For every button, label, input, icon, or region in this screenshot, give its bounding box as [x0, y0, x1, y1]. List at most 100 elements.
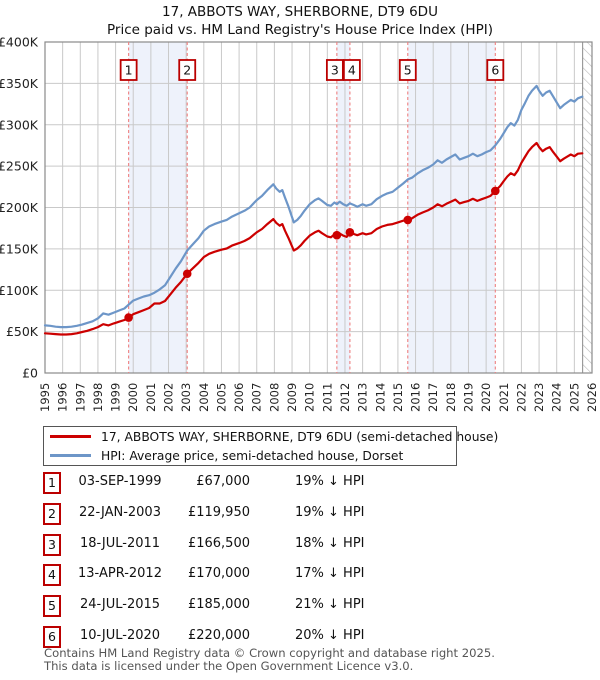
x-axis-tick-label: 1998: [91, 383, 105, 412]
sale-marker-number: 1: [125, 63, 133, 78]
sale-price: £67,000: [196, 474, 250, 489]
legend-item-price-paid: 17, ABBOTS WAY, SHERBORNE, DT9 6DU (semi…: [44, 427, 498, 446]
plot-border: [44, 41, 593, 374]
sale-point-dot: [403, 215, 413, 225]
x-axis-tick-label: 2014: [373, 383, 387, 412]
sale-marker-number: 5: [404, 63, 412, 78]
sale-point-dot: [345, 228, 355, 237]
sale-marker-number: 4: [348, 63, 356, 78]
x-axis-tick-label: 2001: [144, 383, 158, 412]
sale-marker-box: [342, 59, 361, 81]
table-row: 4 13-APR-2012 £170,000 17% ↓ HPI: [0, 564, 600, 587]
y-axis-tick-label: £400K: [0, 35, 39, 50]
x-axis-tick-label: 2007: [250, 383, 264, 412]
y-axis-tick-label: £100K: [0, 283, 39, 298]
sale-point-dot: [332, 230, 342, 240]
sale-marker-box: [486, 59, 505, 81]
x-axis-tick-label: 2023: [532, 383, 546, 412]
y-axis-tick-label: £250K: [0, 159, 39, 174]
price-line-sample: [50, 435, 91, 438]
sale-price: £220,000: [187, 628, 250, 643]
sale-marker-box: [398, 59, 417, 81]
sale-point-dot: [182, 269, 192, 279]
x-axis-tick-label: 1996: [56, 383, 70, 412]
price-paid-line: [43, 141, 584, 336]
footer-copyright: Contains HM Land Registry data © Crown c…: [44, 646, 495, 660]
x-axis-tick-label: 2022: [514, 383, 528, 412]
sale-date: 22-JAN-2003: [79, 504, 161, 520]
sale-date: 13-APR-2012: [78, 566, 162, 582]
hpi-line: [43, 84, 584, 329]
x-axis-tick-label: 2006: [232, 383, 246, 412]
page-title: 17, ABBOTS WAY, SHERBORNE, DT9 6DU: [162, 4, 438, 20]
sale-price: £166,500: [187, 535, 250, 551]
y-axis-tick-label: £0: [22, 366, 38, 381]
sale-number-badge: 5: [43, 595, 61, 618]
x-axis-tick-label: 2024: [550, 383, 564, 412]
sale-number-badge: 4: [43, 564, 61, 587]
price-chart: 1 2 3 4 5 6 £0 £50K £100K £150K £200K £250K £300K £35…: [0, 35, 599, 413]
sale-point-dot: [491, 186, 500, 196]
x-axis-tick-label: 2019: [461, 383, 475, 412]
x-axis-tick-label: 2026: [585, 383, 599, 412]
x-axis-tick-label: 2018: [444, 383, 458, 412]
sale-number-badge: 2: [43, 502, 61, 525]
x-axis-tick-label: 2012: [338, 383, 352, 412]
sale-marker-box: [178, 59, 197, 81]
sale-date: 03-SEP-1999: [78, 474, 162, 489]
x-axis-tick-label: 2016: [409, 383, 423, 412]
sale-marker-number: 2: [183, 63, 191, 78]
footer-licence: This data is licensed under the Open Gov…: [44, 659, 414, 673]
x-axis-tick-label: 2015: [391, 383, 405, 412]
sale-price: £185,000: [187, 597, 250, 613]
sale-number-badge: 3: [43, 533, 61, 556]
table-row: 5 24-JUL-2015 £185,000 21% ↓ HPI: [0, 595, 600, 618]
legend-item-hpi: HPI: Average price, semi-detached house,…: [44, 446, 456, 465]
sale-marker-number: 3: [331, 63, 339, 78]
sale-date: 18-JUL-2011: [79, 535, 161, 551]
y-axis-tick-label: £50K: [6, 324, 39, 339]
x-axis-tick-label: 2011: [320, 383, 334, 412]
table-row: 1 03-SEP-1999 £67,000 19% ↓ HPI: [0, 472, 600, 494]
page-subtitle: Price paid vs. HM Land Registry's House …: [107, 22, 493, 38]
sale-vs-hpi: 17% ↓ HPI: [295, 566, 365, 582]
y-axis-tick-label: £300K: [0, 117, 39, 132]
sale-vs-hpi: 20% ↓ HPI: [295, 628, 365, 643]
sale-number-badge: 1: [43, 472, 61, 494]
x-axis-tick-label: 2005: [214, 383, 228, 412]
hpi-line-sample: [50, 454, 91, 457]
future-hatch-area: [582, 42, 592, 373]
x-axis-tick-label: 2000: [126, 383, 140, 412]
x-axis-tick-label: 2013: [356, 383, 370, 412]
x-axis-tick-label: 2009: [285, 383, 299, 412]
table-row: 2 22-JAN-2003 £119,950 19% ↓ HPI: [0, 502, 600, 525]
x-axis-tick-label: 2021: [497, 383, 511, 412]
sale-price: £119,950: [187, 504, 250, 520]
sale-marker-box: [119, 59, 138, 81]
x-axis-tick-label: 2010: [303, 383, 317, 412]
y-axis-tick-label: £350K: [0, 76, 39, 91]
x-axis-tick-label: 1997: [73, 383, 87, 412]
x-axis-tick-label: 2008: [267, 383, 281, 412]
sale-vs-hpi: 19% ↓ HPI: [295, 504, 365, 520]
x-axis-tick-label: 2003: [179, 383, 193, 412]
legend-label: 17, ABBOTS WAY, SHERBORNE, DT9 6DU (semi…: [101, 429, 499, 444]
chart-legend: 17, ABBOTS WAY, SHERBORNE, DT9 6DU (semi…: [43, 426, 498, 466]
x-axis-tick-label: 2017: [426, 383, 440, 412]
x-axis-tick-label: 2004: [197, 383, 211, 412]
sale-date: 24-JUL-2015: [79, 597, 161, 613]
y-axis-tick-label: £200K: [0, 200, 39, 215]
table-row: 3 18-JUL-2011 £166,500 18% ↓ HPI: [0, 533, 600, 556]
x-axis-tick-label: 2025: [567, 383, 581, 412]
sale-vs-hpi: 21% ↓ HPI: [295, 597, 365, 613]
table-row: 6 10-JUL-2020 £220,000 20% ↓ HPI: [0, 626, 600, 648]
sale-date: 10-JUL-2020: [79, 628, 161, 643]
sale-point-dot: [124, 313, 133, 322]
x-axis-tick-label: 1999: [109, 383, 123, 412]
legend-label: HPI: Average price, semi-detached house,…: [101, 448, 404, 463]
x-axis-tick-label: 2020: [479, 383, 493, 412]
sale-marker-number: 6: [491, 63, 499, 78]
x-axis-tick-label: 1995: [38, 383, 52, 412]
x-axis-tick-label: 2002: [162, 383, 176, 412]
